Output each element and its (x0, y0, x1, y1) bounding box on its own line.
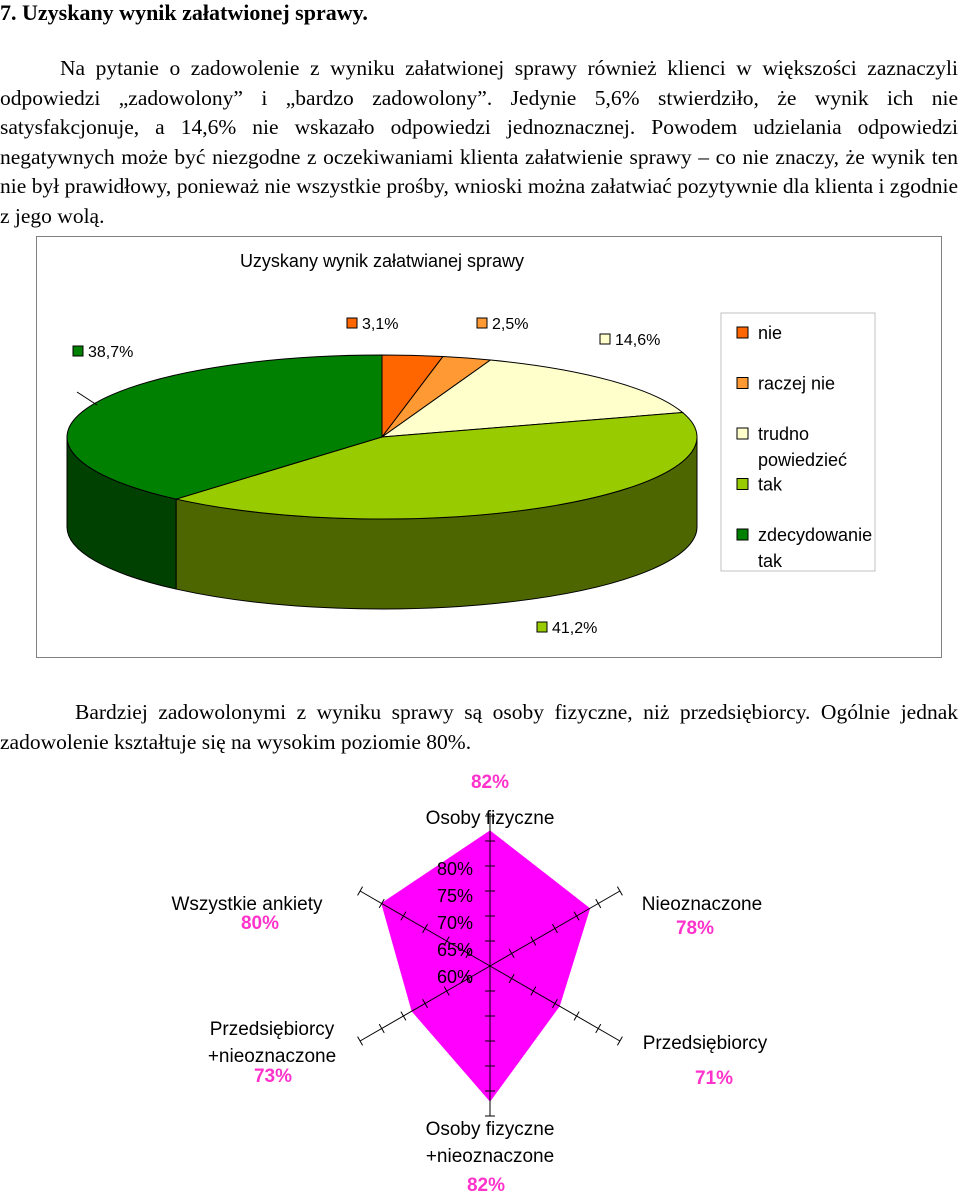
radar-tick (422, 923, 428, 934)
radar-category-label: Osoby fizyczne (426, 808, 555, 829)
paragraph-summary: Bardziej zadowolonymi z wyniku sprawy są… (0, 698, 958, 757)
legend-label: nie (758, 323, 782, 343)
pie-value-label: 14,6% (615, 332, 660, 349)
radar-value-label: 78% (676, 918, 714, 939)
legend-label: tak (758, 475, 783, 495)
radar-category-label: Wszystkie ankiety (172, 894, 323, 915)
pie-slice-tak (174, 412, 698, 520)
paragraph-summary-text: Bardziej zadowolonymi z wyniku sprawy są… (0, 700, 958, 754)
value-label-swatch (72, 345, 84, 357)
radar-tick (595, 1023, 602, 1034)
radar-category-label: Przedsiębiorcy (643, 1033, 768, 1054)
legend-border (720, 312, 876, 572)
pie-value-label: 41,2% (552, 620, 597, 637)
radar-chart: 80% 75% 70% 65% 60% Osoby fizyczne 82% Nieoznac… (172, 772, 768, 1196)
radar-tick (616, 886, 623, 896)
radar-axis-tick-label: 75% (437, 886, 473, 906)
section-heading: 7. Uzyskany wynik załatwionej sprawy. (0, 0, 368, 25)
radar-tick (552, 923, 558, 934)
legend-label: trudno (758, 424, 809, 444)
legend-label: tak (758, 551, 783, 571)
pie-value-label: 2,5% (492, 316, 528, 333)
pie-slice-trudno-powiedzieć (380, 359, 684, 438)
value-label-swatch (476, 317, 488, 329)
pie-body (66, 354, 698, 610)
legend-label: powiedzieć (758, 450, 847, 470)
radar-axis-tick-label: 65% (437, 940, 473, 960)
radar-category-label: Przedsiębiorcy (210, 1019, 335, 1040)
radar-value-label: 80% (241, 913, 279, 934)
radar-area (381, 830, 591, 1102)
pie-top (66, 354, 698, 520)
radar-tick (357, 886, 364, 896)
legend-swatch (736, 427, 749, 440)
radar-tick (357, 1036, 364, 1046)
radar-value-label: 82% (467, 1175, 505, 1196)
pie-chart: Uzyskany wynik załatwianej sprawy 3,1% 2,… (66, 251, 876, 637)
radar-labels: 80% 75% 70% 65% 60% Osoby fizyczne 82% Nieoznac… (172, 772, 768, 1196)
radar-tick (595, 898, 602, 909)
paragraph-intro: Na pytanie o zadowolenie z wyniku załatw… (0, 54, 958, 231)
radar-body (357, 815, 623, 1117)
radar-axis-tick-label: 70% (437, 913, 473, 933)
radar-tick (573, 911, 580, 921)
radar-tick (508, 948, 515, 959)
pie-value-labels: 3,1% 2,5% 14,6% 41,2% 38,7% (72, 316, 660, 637)
legend-swatch (736, 377, 749, 389)
radar-axis-tick-label: 80% (437, 859, 473, 879)
radar-tick (616, 1036, 623, 1046)
pie-chart-title: Uzyskany wynik załatwianej sprawy (240, 251, 524, 271)
paragraph-intro-text: Na pytanie o zadowolenie z wyniku załatw… (0, 56, 958, 228)
legend-swatch (736, 326, 749, 339)
radar-category-label: Nieoznaczone (642, 894, 762, 915)
radar-axis-tick-label: 60% (437, 967, 473, 987)
pie-legend: nie raczej nie trudno powiedzieć tak zdecydow… (720, 312, 876, 572)
radar-tick (400, 1011, 407, 1021)
radar-tick (508, 973, 515, 984)
radar-tick (552, 998, 558, 1009)
radar-tick (530, 986, 537, 996)
radar-tick (443, 986, 450, 996)
value-label-swatch (599, 333, 611, 345)
radar-category-label: Osoby fizyczne (426, 1119, 555, 1140)
legend-swatch (736, 528, 749, 541)
radar-tick (573, 1011, 580, 1021)
radar-tick (530, 936, 537, 946)
radar-tick (378, 1023, 385, 1034)
radar-value-label: 82% (471, 772, 509, 793)
legend-label: raczej nie (758, 374, 835, 394)
leader-line (76, 391, 98, 406)
legend-swatch (736, 478, 749, 490)
radar-value-label: 73% (254, 1066, 292, 1087)
legend-label: zdecydowanie (758, 525, 872, 545)
radar-tick (378, 898, 385, 909)
radar-tick (400, 911, 407, 921)
pie-slice-zdecydowanie-tak (66, 354, 383, 500)
value-label-swatch (536, 621, 548, 633)
pie-value-label: 3,1% (362, 316, 398, 333)
value-label-swatch (346, 317, 358, 329)
radar-category-label: +nieoznaczone (426, 1146, 554, 1167)
radar-tick (422, 998, 428, 1009)
radar-tick (443, 936, 450, 946)
radar-tick (465, 973, 472, 984)
radar-tick (465, 948, 472, 959)
pie-chart-frame: Uzyskany wynik załatwianej sprawy 3,1% 2,… (36, 236, 942, 658)
pie-value-label: 38,7% (88, 344, 133, 361)
radar-value-label: 71% (695, 1068, 733, 1089)
radar-category-label: +nieoznaczone (208, 1046, 336, 1067)
